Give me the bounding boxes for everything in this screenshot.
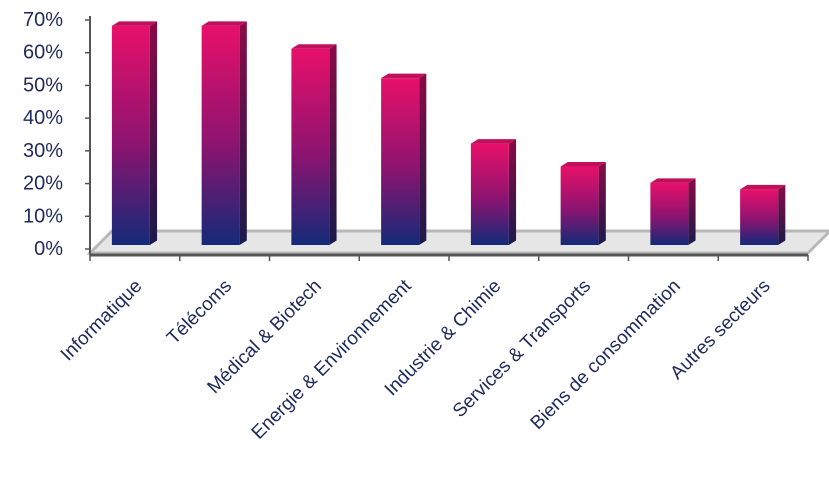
- bar-side: [688, 178, 696, 245]
- bar-side: [508, 139, 517, 245]
- bar-front: [560, 166, 599, 245]
- bar: [740, 184, 786, 245]
- bar-top: [650, 178, 696, 183]
- bar: [470, 139, 517, 245]
- bar: [111, 21, 158, 245]
- x-tick-label: Télécoms: [163, 276, 236, 349]
- bar-side: [329, 44, 337, 245]
- x-tick-label: Energie & Environnement: [248, 275, 416, 443]
- y-tick-label: 0%: [34, 238, 63, 260]
- bar-side: [239, 21, 247, 245]
- y-tick-label: 40%: [23, 107, 63, 129]
- y-tick-label: 70%: [23, 9, 63, 31]
- bar: [201, 21, 247, 245]
- bar-top: [111, 21, 158, 26]
- bar-front: [650, 182, 689, 245]
- y-tick-label: 50%: [23, 74, 63, 96]
- bar-top: [201, 21, 247, 26]
- x-tick-label: Informatique: [57, 276, 147, 366]
- bar-side: [598, 161, 606, 245]
- y-tick-label: 30%: [23, 140, 63, 162]
- bar: [560, 161, 606, 245]
- y-tick-label: 20%: [23, 173, 63, 195]
- bar-top: [560, 161, 606, 167]
- bar-top: [291, 44, 337, 49]
- bar-front: [470, 143, 509, 245]
- bar-side: [778, 184, 786, 245]
- chart-floor: [86, 229, 829, 255]
- y-tick-label: 60%: [23, 42, 63, 64]
- bar-top: [740, 184, 786, 190]
- bar-side: [419, 73, 427, 246]
- bar: [381, 73, 427, 246]
- bar: [650, 178, 696, 245]
- y-tick-label: 10%: [23, 205, 63, 227]
- bar-front: [381, 78, 420, 246]
- bar-front: [740, 189, 779, 245]
- bar-side: [149, 21, 158, 245]
- x-tick-label: Biens de consommation: [527, 276, 685, 434]
- bar-top: [470, 139, 517, 144]
- bar-front: [201, 25, 240, 245]
- bar-front: [291, 48, 330, 245]
- bar-front: [111, 25, 150, 245]
- bar-top: [381, 73, 427, 79]
- bar: [291, 44, 337, 245]
